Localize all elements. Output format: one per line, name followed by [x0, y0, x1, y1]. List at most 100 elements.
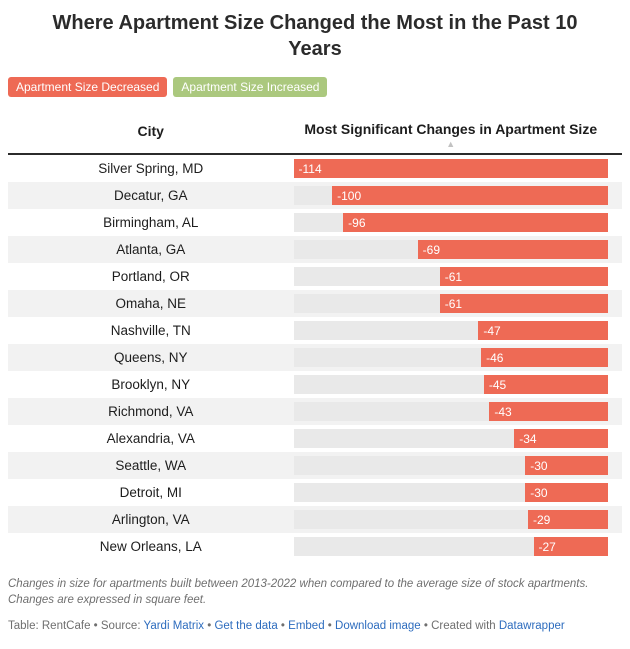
- bar-cell: -46: [293, 348, 623, 368]
- download-image-link[interactable]: Download image: [335, 619, 421, 632]
- table-row: Decatur, GA -100: [8, 182, 623, 210]
- table-row: Richmond, VA -43: [8, 398, 623, 426]
- bar-cell: -29: [293, 510, 623, 530]
- bar-value-label: -34: [519, 431, 537, 446]
- bar-value-label: -45: [488, 377, 507, 392]
- bar: -30: [525, 483, 608, 503]
- city-cell: Arlington, VA: [111, 512, 190, 528]
- bar: -27: [533, 537, 608, 557]
- table-row: Birmingham, AL -96: [8, 209, 622, 236]
- bar-cell: -30: [293, 456, 623, 476]
- city-cell: Brooklyn, NY: [111, 377, 191, 393]
- bar-cell: -114: [293, 159, 623, 179]
- sort-ascending-icon[interactable]: ▲: [446, 139, 456, 150]
- footer-separator: •: [204, 619, 215, 632]
- bar-track: -46: [293, 348, 608, 368]
- city-cell: Silver Spring, MD: [98, 161, 204, 177]
- bar-value-label: -29: [533, 512, 551, 527]
- city-cell: Birmingham, AL: [103, 215, 199, 231]
- city-cell: New Orleans, LA: [99, 539, 202, 555]
- bar-value-label: -69: [422, 242, 440, 257]
- bar: -114: [293, 159, 608, 179]
- bar-cell: -45: [293, 375, 623, 395]
- table-row: Queens, NY -46: [8, 344, 623, 372]
- bar-track: -96: [293, 213, 608, 233]
- bar-track: -61: [293, 294, 608, 314]
- city-cell: Detroit, MI: [119, 485, 182, 501]
- bar-track: -43: [293, 402, 608, 422]
- bar: -29: [528, 510, 608, 530]
- table-header: City Most Significant Changes in Apartme…: [8, 121, 623, 156]
- bar: -61: [439, 267, 608, 287]
- bar: -30: [525, 456, 608, 476]
- get-the-data-link[interactable]: Get the data: [214, 619, 278, 632]
- table-row: Nashville, TN -47: [8, 317, 622, 344]
- city-cell: Atlanta, GA: [116, 242, 186, 258]
- city-cell: Seattle, WA: [115, 458, 187, 474]
- bar-cell: -61: [293, 267, 623, 287]
- bar-value-label: -100: [337, 188, 362, 203]
- bar-value-label: -30: [530, 485, 548, 500]
- table-row: Brooklyn, NY -45: [8, 371, 622, 398]
- table-row: Detroit, MI -30: [8, 479, 622, 506]
- bar-value-label: -61: [444, 296, 463, 311]
- bar-value-label: -46: [486, 350, 504, 365]
- bar: -61: [439, 294, 608, 314]
- bar-track: -45: [293, 375, 608, 395]
- city-cell: Alexandria, VA: [106, 431, 195, 447]
- bar: -46: [481, 348, 608, 368]
- bar-cell: -34: [293, 429, 623, 449]
- bar-value-label: -30: [530, 458, 548, 473]
- bar: -69: [417, 240, 608, 260]
- bar-track: -27: [293, 537, 608, 557]
- bar-value-label: -114: [298, 161, 322, 176]
- bar-cell: -100: [293, 186, 623, 206]
- bar-value-label: -61: [444, 269, 463, 284]
- bar-track: -47: [293, 321, 608, 341]
- table-row: Portland, OR -61: [8, 263, 622, 290]
- bar-track: -30: [293, 483, 608, 503]
- bar-value-label: -47: [483, 323, 501, 338]
- bar-cell: -96: [293, 213, 623, 233]
- bar-cell: -69: [293, 240, 623, 260]
- city-cell: Decatur, GA: [113, 188, 188, 204]
- footer-source-text: Table: RentCafe • Source:: [8, 619, 144, 632]
- city-cell: Portland, OR: [111, 269, 190, 285]
- bar-cell: -61: [293, 294, 623, 314]
- bar-track: -34: [293, 429, 608, 449]
- bar: -45: [483, 375, 608, 395]
- bar-value-label: -43: [494, 404, 512, 419]
- bar: -43: [489, 402, 608, 422]
- column-header-value[interactable]: Most Significant Changes in Apartment Si…: [294, 121, 623, 150]
- bar: -47: [478, 321, 608, 341]
- bar: -34: [514, 429, 608, 449]
- table-body: Silver Spring, MD -114 Decatur, GA -100 Birm…: [8, 155, 622, 560]
- bar: -96: [343, 213, 608, 233]
- bar-cell: -47: [293, 321, 623, 341]
- table-row: Arlington, VA -29: [8, 506, 623, 534]
- footer: Table: RentCafe • Source: Yardi Matrix •…: [8, 620, 622, 632]
- bar-track: -69: [293, 240, 608, 260]
- column-header-city: City: [137, 123, 164, 140]
- bar: -100: [332, 186, 608, 206]
- city-cell: Omaha, NE: [115, 296, 187, 312]
- bar-value-label: -27: [538, 539, 556, 554]
- table-row: Seattle, WA -30: [8, 452, 623, 480]
- table-row: New Orleans, LA -27: [8, 533, 622, 560]
- source-link[interactable]: Yardi Matrix: [143, 619, 205, 632]
- embed-link[interactable]: Embed: [288, 619, 325, 632]
- bar-cell: -30: [293, 483, 623, 503]
- footer-created-with-text: • Created with: [420, 619, 499, 632]
- city-cell: Queens, NY: [113, 350, 188, 366]
- table-row: Silver Spring, MD -114: [8, 155, 622, 182]
- city-cell: Nashville, TN: [110, 323, 191, 339]
- table-row: Alexandria, VA -34: [8, 425, 622, 452]
- bar-cell: -43: [293, 402, 623, 422]
- datawrapper-link[interactable]: Datawrapper: [498, 619, 565, 632]
- footnote: Changes in size for apartments built bet…: [8, 578, 589, 607]
- legend: Apartment Size Decreased Apartment Size …: [8, 77, 622, 98]
- footer-separator: •: [324, 619, 336, 632]
- legend-badge-decreased: Apartment Size Decreased: [8, 77, 168, 98]
- bar-track: -114: [293, 159, 608, 179]
